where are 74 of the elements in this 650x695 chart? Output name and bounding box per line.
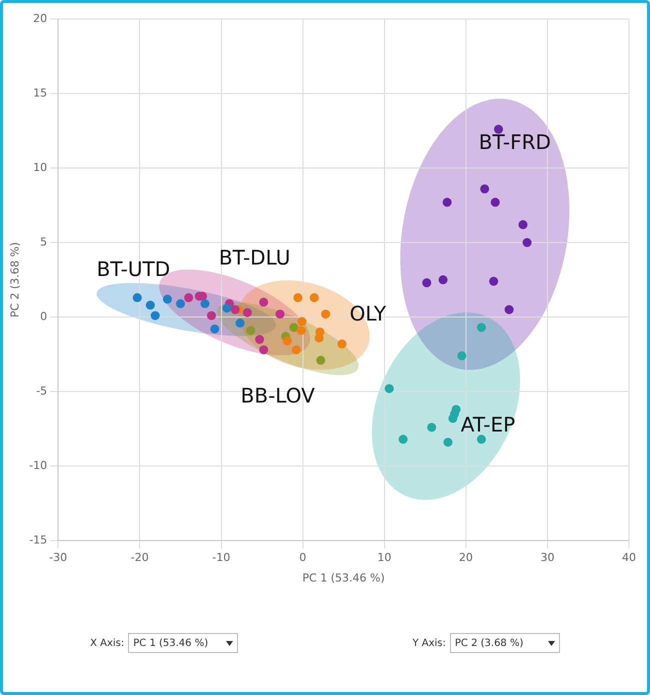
point [476,434,486,444]
point [282,336,292,346]
point [422,278,432,288]
x-tick-label: 20 [458,551,473,564]
point [384,384,394,394]
point [259,298,268,307]
series-label: AT-EP [460,412,516,436]
y-axis-title: PC 2 (3.68 %) [8,242,22,318]
point [236,318,245,328]
point [150,311,160,320]
point [255,334,264,344]
point [206,311,216,320]
point [293,293,302,302]
y-tick-label: 10 [33,160,48,174]
point [442,198,452,207]
point [297,317,306,326]
point [480,184,490,194]
point [448,414,458,423]
point [438,275,448,284]
y-tick-label: 5 [40,235,48,248]
point [337,339,346,348]
point [476,322,486,332]
series-label: OLY [350,301,387,326]
point [321,310,330,319]
point [146,300,155,310]
text: PC 2 (3.68 %) [454,638,524,648]
x-tick-label: -10 [212,551,230,564]
y-tick-label: -15 [29,533,48,546]
point [427,422,436,432]
x-tick-label: 10 [377,551,392,564]
point [275,310,284,319]
point [494,124,504,134]
point [230,305,240,314]
series-label: BT-FRD [478,130,551,154]
point [222,304,232,313]
y-tick-label: 20 [33,12,48,25]
point [310,293,319,302]
point [162,294,172,304]
series-label: BB-LOV [240,383,316,408]
point [316,356,326,365]
point [246,326,256,335]
x-tick-label: -30 [49,551,68,564]
point [200,299,210,308]
point [504,305,514,314]
point [443,438,452,447]
point [490,198,500,207]
x-axis-title: PC 1 (53.46 %) [302,571,385,584]
point [242,308,252,318]
point [296,326,306,335]
point [522,238,532,248]
point [457,351,466,360]
x-tick-label: -20 [130,551,149,564]
text: Y Axis: [412,638,446,648]
y-tick-label: -5 [36,384,48,398]
series-label: BT-UTD [96,257,170,282]
point [289,322,298,332]
point [398,434,408,444]
y-tick-label: 0 [40,310,48,323]
point [518,220,528,230]
point [210,324,220,334]
series-label: BT-DLU [218,246,290,270]
x-tick-label: 40 [622,551,636,564]
y-tick-label: -10 [29,458,48,472]
x-tick-label: 0 [299,551,306,564]
point [259,345,268,354]
text: X Axis: [90,638,124,648]
point [489,276,498,286]
point [176,299,185,308]
x-tick-label: 30 [540,551,554,564]
point [132,293,142,302]
point [292,345,301,354]
point [184,293,194,302]
text: PC 1 (53.46 %) [133,638,208,648]
y-tick-label: 15 [33,86,48,100]
